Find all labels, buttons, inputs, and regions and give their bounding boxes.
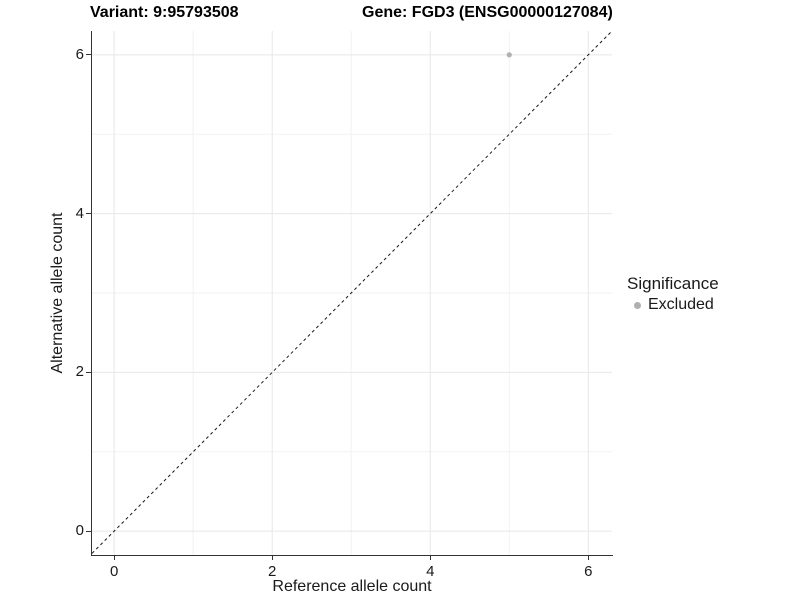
x-tick-mark: [429, 555, 431, 560]
y-tick-label: 0: [75, 522, 84, 540]
plot-canvas: [92, 31, 612, 555]
y-tick-label: 6: [75, 45, 84, 63]
plot-panel: [91, 31, 613, 556]
x-tick-mark: [271, 555, 273, 560]
y-tick-label: 2: [75, 363, 84, 381]
x-axis-title: Reference allele count: [272, 578, 432, 595]
identity-dashed-line: [92, 31, 612, 554]
x-tick-label: 0: [109, 563, 119, 580]
y-tick-mark: [86, 213, 91, 215]
legend-entry-excluded: Excluded: [627, 296, 719, 314]
y-tick-mark: [86, 530, 91, 532]
x-tick-label: 2: [268, 563, 277, 580]
plot-title-variant: Variant: 9:95793508: [90, 4, 239, 21]
x-tick-label: 4: [426, 563, 435, 580]
y-tick-mark: [86, 54, 91, 56]
legend-title: Significance: [627, 274, 719, 293]
y-tick-label: 4: [75, 204, 84, 222]
legend-entry-label: Excluded: [648, 296, 714, 313]
y-axis-title: Alternative allele count: [49, 212, 66, 374]
plot-title-gene: Gene: FGD3 (ENSG00000127084): [362, 4, 613, 21]
data-point: [506, 52, 512, 58]
x-tick-mark: [113, 555, 115, 560]
x-tick-mark: [587, 555, 589, 560]
excluded-point-icon: [634, 301, 641, 309]
legend: Significance Excluded: [627, 274, 719, 314]
y-tick-mark: [86, 371, 91, 373]
x-tick-label: 6: [584, 563, 593, 580]
